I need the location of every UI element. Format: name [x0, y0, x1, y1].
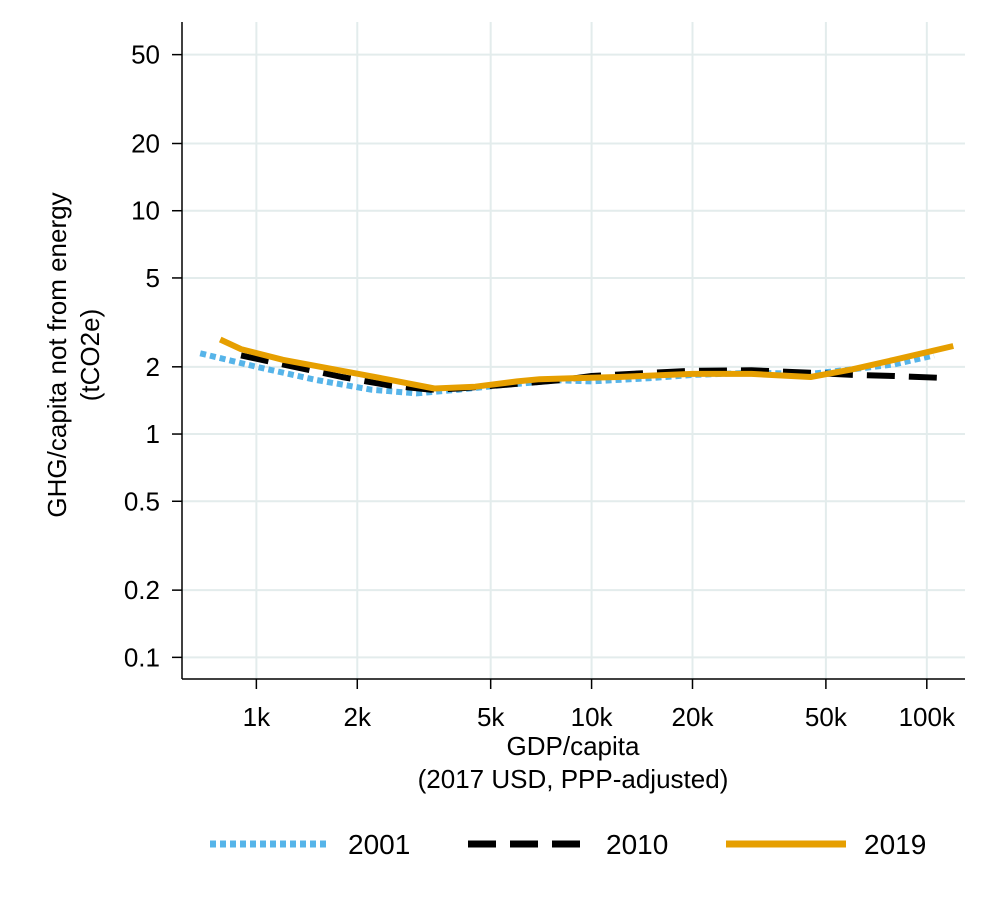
- x-tick-label-20k: 20k: [672, 702, 715, 732]
- series-layer: [199, 336, 954, 397]
- legend-label-2010: 2010: [606, 829, 668, 860]
- x-tick-label-100k: 100k: [899, 702, 956, 732]
- y-tick-label-2: 2: [146, 352, 160, 382]
- y-tick-label-20: 20: [131, 128, 160, 158]
- x-tick-label-5k: 5k: [477, 702, 505, 732]
- x-tick-label-10k: 10k: [571, 702, 614, 732]
- y-tick-label-50: 50: [131, 40, 160, 70]
- x-tick-label-1k: 1k: [243, 702, 271, 732]
- x-tick-labels: 1k 2k 5k 10k 20k 50k 100k: [243, 702, 956, 732]
- y-tick-label-5: 5: [146, 263, 160, 293]
- legend: 2001 2010 2019: [210, 829, 926, 860]
- legend-item-2019: 2019: [726, 829, 926, 860]
- y-tick-label-0-2: 0.2: [124, 575, 160, 605]
- axes: [172, 22, 965, 689]
- x-axis-title-line-1: GDP/capita: [507, 731, 640, 761]
- x-tick-label-50k: 50k: [805, 702, 848, 732]
- y-axis-title-line-1: GHG/capita not from energy: [42, 192, 72, 517]
- y-tick-label-0-1: 0.1: [124, 642, 160, 672]
- y-tick-labels: 50 20 10 5 2 1 0.5 0.2 0.1: [124, 40, 160, 673]
- y-tick-label-10: 10: [131, 196, 160, 226]
- gridlines: [182, 22, 965, 679]
- legend-label-2001: 2001: [348, 829, 410, 860]
- y-tick-label-0-5: 0.5: [124, 486, 160, 516]
- x-tick-label-2k: 2k: [344, 702, 372, 732]
- y-tick-label-1: 1: [146, 419, 160, 449]
- legend-item-2010: 2010: [468, 829, 668, 860]
- y-axis-title-line-2: (tCO2e): [75, 309, 105, 401]
- x-axis-title-line-2: (2017 USD, PPP-adjusted): [418, 764, 729, 794]
- legend-label-2019: 2019: [864, 829, 926, 860]
- series-line-2019: [218, 336, 954, 392]
- legend-item-2001: 2001: [210, 829, 410, 860]
